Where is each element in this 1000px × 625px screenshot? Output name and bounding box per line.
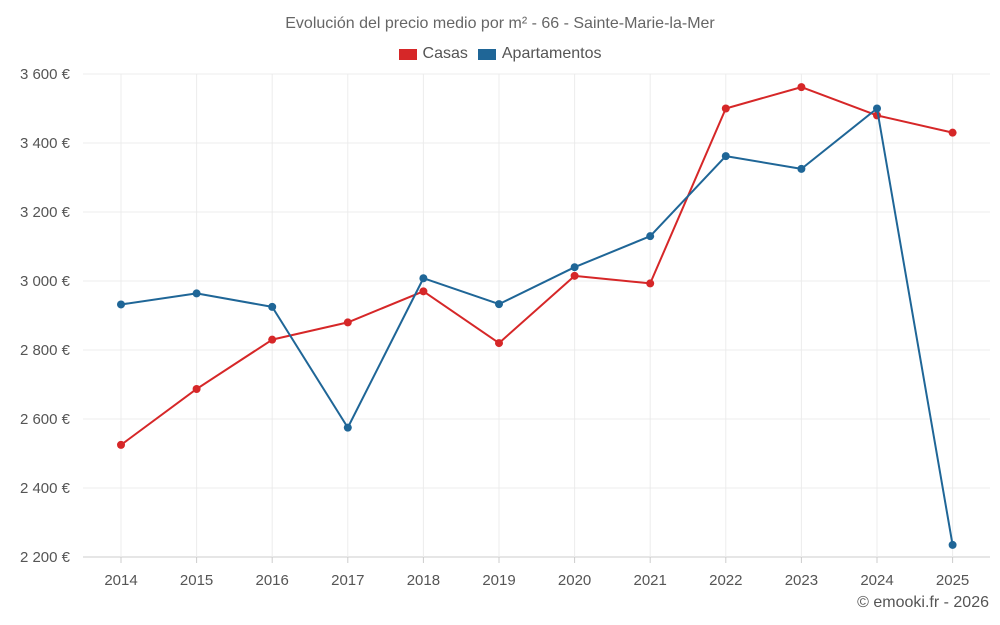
data-point-casas [646, 279, 655, 288]
data-point-apartamentos [419, 274, 428, 283]
x-tick-label: 2021 [634, 572, 667, 589]
data-point-casas [721, 104, 730, 113]
data-point-casas [797, 83, 806, 92]
data-point-casas [495, 339, 503, 348]
data-point-casas [117, 440, 125, 449]
legend: Casas Apartamentos [0, 45, 1000, 63]
copyright-credit: © emooki.fr - 2026 [857, 594, 989, 611]
x-tick-label: 2019 [482, 572, 515, 589]
legend-swatch-apartamentos [477, 48, 496, 60]
x-tick-label: 2025 [936, 572, 969, 589]
y-tick-label: 3 200 € [20, 204, 71, 221]
y-tick-label: 2 200 € [20, 549, 71, 566]
data-point-apartamentos [192, 289, 201, 298]
x-tick-label: 2023 [785, 572, 818, 589]
data-point-apartamentos [948, 540, 957, 549]
legend-label-casas: Casas [422, 45, 468, 62]
data-point-casas [948, 128, 957, 137]
data-point-apartamentos [873, 104, 881, 113]
series-line-casas [120, 86, 953, 446]
x-tick-label: 2017 [331, 572, 364, 589]
chart-title: Evolución del precio medio por m² - 66 -… [285, 15, 715, 32]
data-point-apartamentos [721, 152, 730, 161]
series-line-apartamentos [120, 107, 954, 546]
data-point-apartamentos [570, 263, 579, 272]
x-tick-label: 2024 [860, 572, 893, 589]
x-tick-label: 2020 [558, 572, 591, 589]
data-point-casas [570, 271, 579, 280]
y-tick-label: 3 600 € [20, 66, 71, 83]
x-tick-label: 2022 [709, 572, 742, 589]
legend-swatch-casas [398, 48, 417, 60]
data-point-casas [192, 384, 201, 393]
data-point-apartamentos [343, 423, 352, 432]
x-tick-label: 2014 [104, 572, 137, 589]
legend-label-apartamentos: Apartamentos [501, 45, 602, 62]
data-point-apartamentos [495, 300, 503, 309]
data-point-casas [343, 318, 352, 327]
y-tick-label: 3 000 € [20, 273, 71, 290]
x-tick-label: 2015 [180, 572, 213, 589]
data-point-apartamentos [646, 232, 655, 241]
legend-item-casas[interactable]: Casas [398, 45, 468, 63]
data-point-apartamentos [117, 300, 125, 309]
y-tick-label: 2 600 € [20, 411, 71, 428]
y-tick-label: 3 400 € [20, 135, 71, 152]
data-point-casas [419, 287, 428, 296]
x-tick-label: 2016 [256, 572, 289, 589]
y-tick-label: 2 800 € [20, 342, 71, 359]
y-tick-label: 2 400 € [20, 480, 71, 497]
data-point-apartamentos [797, 164, 806, 173]
legend-item-apartamentos[interactable]: Apartamentos [477, 45, 602, 63]
x-tick-label: 2018 [407, 572, 440, 589]
data-point-casas [268, 335, 277, 344]
data-point-apartamentos [268, 302, 277, 311]
